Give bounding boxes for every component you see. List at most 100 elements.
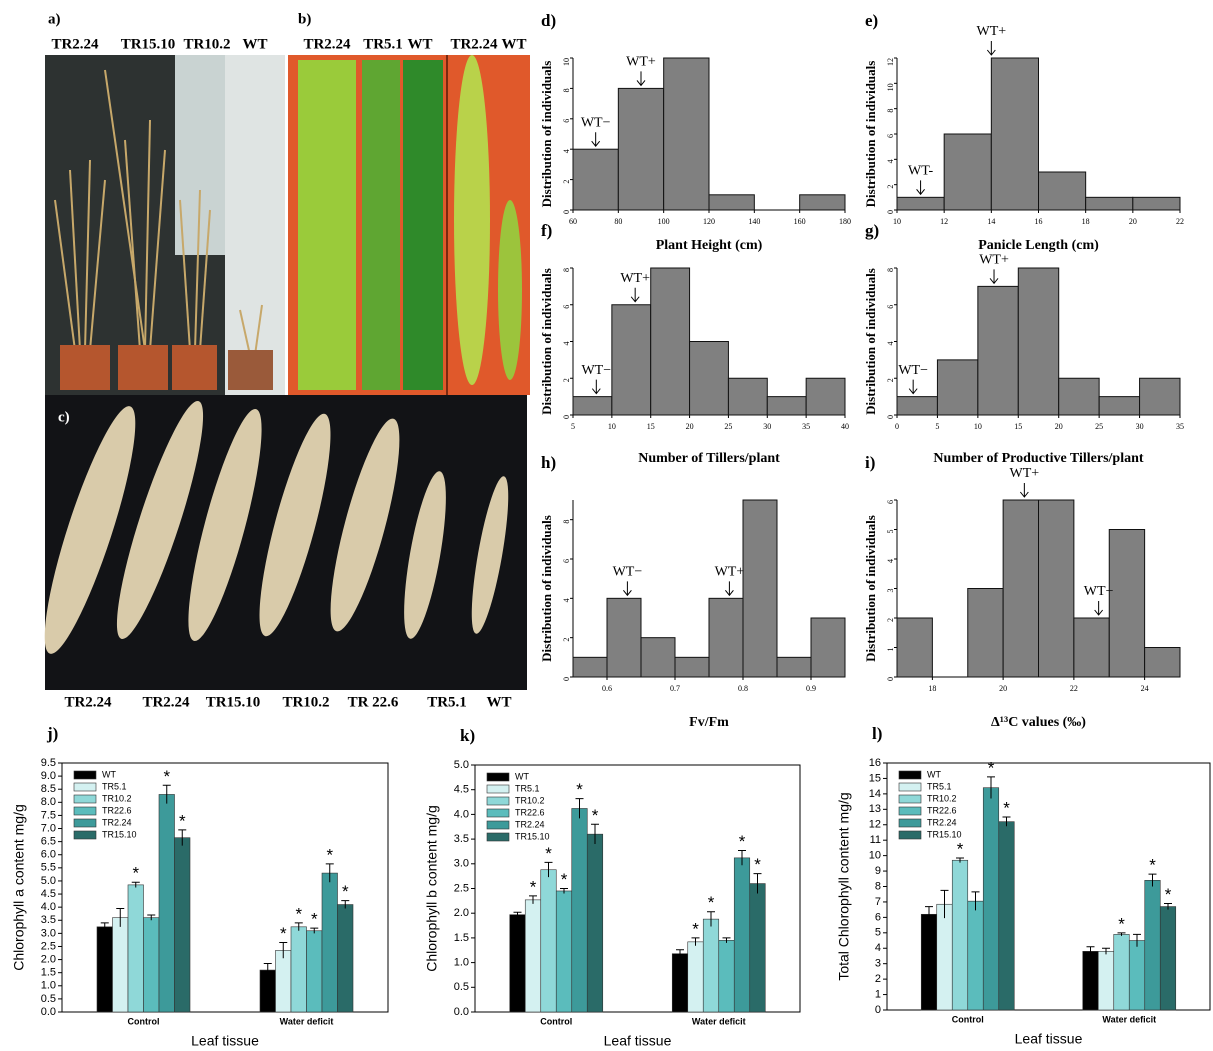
x-tick-label: 5 — [935, 422, 939, 431]
y-axis-label: Total Chlorophyll content mg/g — [836, 792, 852, 980]
x-tick-label: 14 — [987, 217, 995, 226]
legend-label: TR10.2 — [927, 793, 957, 803]
y-tick-label: 1.5 — [41, 967, 56, 979]
significance-mark: * — [280, 924, 287, 943]
legend-swatch — [487, 797, 509, 805]
significance-mark: * — [179, 811, 186, 830]
bar — [999, 822, 1015, 1010]
significance-mark: * — [592, 806, 599, 825]
legend-swatch — [899, 783, 921, 791]
panel-label: b) — [298, 11, 311, 27]
x-tick-label: 20 — [1055, 422, 1063, 431]
legend-swatch — [74, 819, 96, 827]
bar — [767, 397, 806, 415]
annotation: WT+ — [979, 253, 1009, 268]
bar — [811, 618, 845, 677]
y-axis-label: Distribution of individuals — [539, 61, 554, 208]
significance-mark: * — [708, 893, 715, 912]
y-tick-label: 1.5 — [454, 932, 469, 944]
bar — [651, 268, 690, 415]
bar — [968, 901, 984, 1010]
x-tick-label: 18 — [1082, 217, 1090, 226]
bar — [1086, 197, 1133, 210]
y-tick-label: 4 — [886, 159, 895, 163]
bar — [703, 919, 719, 1012]
y-tick-label: 8 — [886, 268, 895, 272]
y-tick-label: 3 — [875, 958, 881, 970]
x-tick-label: 22 — [1070, 684, 1078, 693]
x-tick-label: 0.8 — [738, 684, 748, 693]
legend-swatch — [487, 785, 509, 793]
photo-label: TR2.24 — [51, 36, 99, 52]
y-tick-label: 13 — [869, 803, 881, 815]
bar — [664, 58, 709, 210]
significance-mark: * — [576, 780, 583, 799]
bar — [1039, 500, 1074, 677]
photo-label: TR10.2 — [282, 694, 329, 710]
panel-label: d) — [541, 11, 556, 30]
y-tick-label: 5.0 — [41, 875, 56, 887]
x-tick-label: 10 — [608, 422, 616, 431]
x-tick-label: 18 — [928, 684, 936, 693]
legend-label: WT — [515, 771, 529, 781]
y-tick-label: 0 — [562, 415, 571, 419]
y-tick-label: 6 — [886, 305, 895, 309]
x-tick-label: 25 — [1095, 422, 1103, 431]
y-tick-label: 8.0 — [41, 796, 56, 808]
bar — [113, 918, 129, 1012]
y-tick-label: 6 — [562, 559, 571, 563]
panel-label: g) — [865, 221, 879, 240]
annotation-arrow — [637, 71, 645, 85]
significance-mark: * — [326, 845, 333, 864]
legend-label: TR2.24 — [927, 817, 957, 827]
significance-mark: * — [1165, 885, 1172, 904]
x-tick-label: 15 — [1014, 422, 1022, 431]
legend-swatch — [899, 795, 921, 803]
y-tick-label: 0 — [875, 1004, 881, 1016]
y-tick-label: 7 — [875, 896, 881, 908]
legend-label: TR2.24 — [515, 819, 545, 829]
legend-label: TR22.6 — [102, 805, 132, 815]
bar — [1018, 268, 1058, 415]
annotation: WT+ — [976, 24, 1006, 39]
significance-mark: * — [1149, 856, 1156, 875]
y-tick-label: 7.5 — [41, 809, 56, 821]
y-tick-label: 4.5 — [454, 784, 469, 796]
x-tick-label: Water deficit — [1102, 1014, 1156, 1024]
y-tick-label: 1.0 — [41, 980, 56, 992]
x-tick-label: 35 — [1176, 422, 1184, 431]
x-axis-label: Number of Tillers/plant — [638, 451, 780, 466]
y-axis-label: Distribution of individuals — [863, 268, 878, 415]
photo-b — [288, 55, 530, 395]
y-tick-label: 8 — [562, 268, 571, 272]
y-tick-label: 1 — [875, 988, 881, 1000]
x-axis-label: Plant Height (cm) — [656, 238, 763, 253]
legend-swatch — [487, 773, 509, 781]
y-tick-label: 6.0 — [41, 849, 56, 861]
annotation: WT- — [908, 164, 933, 179]
bar — [777, 657, 811, 677]
x-tick-label: 12 — [940, 217, 948, 226]
bar — [750, 884, 766, 1012]
legend-label: WT — [927, 769, 941, 779]
y-tick-label: 2 — [886, 378, 895, 382]
legend-label: TR10.2 — [515, 795, 545, 805]
x-tick-label: 0.6 — [602, 684, 612, 693]
bar — [897, 618, 932, 677]
legend-swatch — [899, 831, 921, 839]
figure: a) TR2.24 TR15.10 TR10.2 WT b) TR2.24 TR… — [0, 0, 1213, 1051]
annotation-arrow — [917, 180, 925, 194]
y-tick-label: 6.5 — [41, 836, 56, 848]
bar — [1074, 618, 1109, 677]
y-tick-label: 10 — [869, 850, 881, 862]
x-tick-label: 60 — [569, 217, 577, 226]
x-axis-label: Leaf tissue — [604, 1033, 672, 1049]
x-tick-label: 5 — [571, 422, 575, 431]
x-tick-label: 35 — [802, 422, 810, 431]
significance-mark: * — [754, 855, 761, 874]
annotation: WT− — [581, 363, 611, 378]
bar — [1099, 397, 1139, 415]
legend-swatch — [74, 807, 96, 815]
x-tick-label: 20 — [1129, 217, 1137, 226]
x-tick-label: 40 — [841, 422, 849, 431]
